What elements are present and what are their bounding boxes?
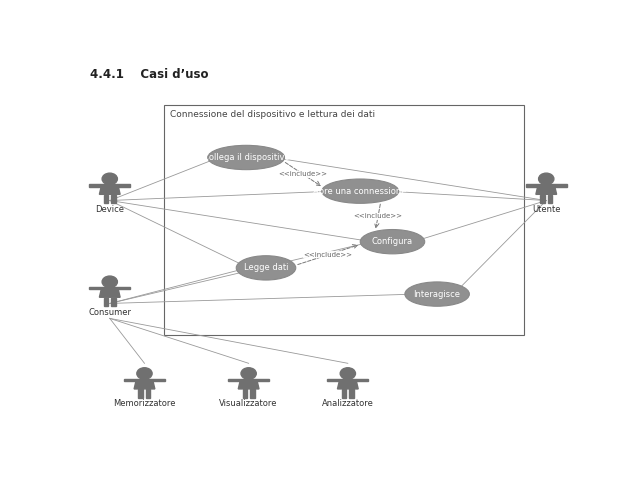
Polygon shape	[111, 297, 116, 306]
Text: <<include>>: <<include>>	[278, 172, 328, 177]
Polygon shape	[138, 389, 143, 398]
Text: Collega il dispositivo: Collega il dispositivo	[203, 153, 289, 162]
Polygon shape	[134, 380, 155, 389]
Circle shape	[241, 368, 256, 379]
Polygon shape	[349, 389, 354, 398]
Polygon shape	[104, 297, 108, 306]
Polygon shape	[342, 389, 346, 398]
Text: Device: Device	[95, 205, 124, 214]
Polygon shape	[146, 389, 150, 398]
Text: <<include>>: <<include>>	[353, 213, 403, 219]
Text: Connessione del dispositivo e lettura dei dati: Connessione del dispositivo e lettura de…	[170, 109, 376, 119]
Polygon shape	[540, 195, 545, 203]
Circle shape	[340, 368, 355, 379]
Text: Visualizzatore: Visualizzatore	[220, 399, 278, 408]
Polygon shape	[526, 185, 566, 187]
Polygon shape	[99, 185, 120, 194]
Polygon shape	[124, 379, 165, 381]
Circle shape	[539, 173, 554, 185]
Polygon shape	[337, 380, 358, 389]
Text: Utente: Utente	[532, 205, 561, 214]
Ellipse shape	[360, 229, 425, 254]
Polygon shape	[328, 379, 368, 381]
Polygon shape	[111, 195, 116, 203]
Ellipse shape	[322, 179, 399, 203]
Polygon shape	[548, 195, 552, 203]
Text: Interagisce: Interagisce	[413, 290, 461, 298]
Circle shape	[102, 276, 117, 288]
Polygon shape	[104, 195, 108, 203]
Polygon shape	[250, 389, 255, 398]
Text: Consumer: Consumer	[88, 308, 131, 316]
Bar	[164, 105, 524, 335]
Text: <<include>>: <<include>>	[303, 252, 353, 258]
Text: 4.4.1    Casi d’uso: 4.4.1 Casi d’uso	[90, 68, 209, 81]
Polygon shape	[228, 379, 269, 381]
Text: Apre una connessione: Apre una connessione	[314, 187, 407, 196]
Text: Configura: Configura	[372, 237, 413, 246]
Text: Memorizzatore: Memorizzatore	[113, 399, 176, 408]
Ellipse shape	[405, 282, 469, 306]
Text: Analizzatore: Analizzatore	[322, 399, 374, 408]
Ellipse shape	[208, 145, 285, 170]
Circle shape	[137, 368, 152, 379]
Polygon shape	[90, 287, 130, 290]
Circle shape	[102, 173, 117, 185]
Polygon shape	[238, 380, 259, 389]
Polygon shape	[90, 185, 130, 187]
Ellipse shape	[236, 256, 296, 280]
Polygon shape	[243, 389, 247, 398]
Polygon shape	[536, 185, 557, 194]
Text: Legge dati: Legge dati	[244, 263, 288, 272]
Polygon shape	[99, 288, 120, 297]
